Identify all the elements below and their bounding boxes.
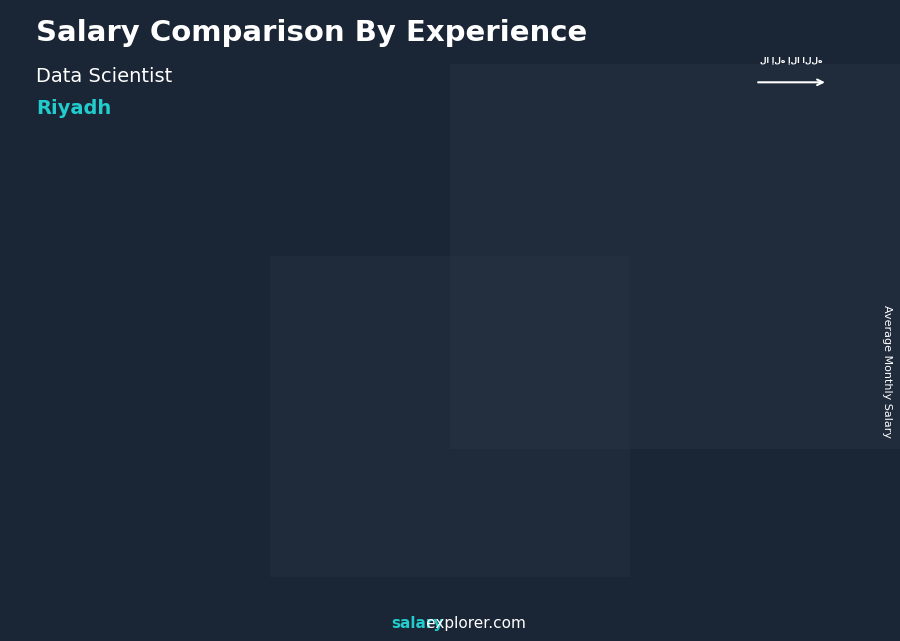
Text: Data Scientist: Data Scientist [36,67,172,87]
Text: 33,600 SAR: 33,600 SAR [441,270,526,285]
Bar [270,256,630,577]
Bar [203,403,271,558]
Bar [333,127,400,344]
Text: +20%: +20% [398,248,466,268]
Text: لا إله إلا الله: لا إله إلا الله [760,55,823,64]
Text: 27,900 SAR: 27,900 SAR [311,314,397,329]
Text: +9%: +9% [536,230,589,250]
Text: 15,300 SAR: 15,300 SAR [19,410,104,425]
Bar [333,341,400,558]
Text: salary: salary [392,617,444,631]
Bar [593,275,661,558]
Bar [203,251,271,405]
Text: Salary Comparison By Experience: Salary Comparison By Experience [36,19,587,47]
Text: +40%: +40% [268,285,336,304]
Bar [265,403,271,558]
Text: 39,300 SAR: 39,300 SAR [721,226,806,241]
Bar [464,39,531,300]
Bar [394,341,400,558]
Text: +31%: +31% [139,351,206,370]
Bar [723,0,790,256]
Bar [784,253,790,558]
Text: explorer.com: explorer.com [392,617,526,631]
Text: Riyadh: Riyadh [36,99,112,119]
Bar [450,64,900,449]
Bar [464,297,531,558]
Bar [653,275,661,558]
Bar [593,0,661,278]
Text: Average Monthly Salary: Average Monthly Salary [881,305,892,438]
Text: 36,400 SAR: 36,400 SAR [572,248,656,263]
Bar [74,321,141,440]
Bar [74,439,141,558]
Text: 19,900 SAR: 19,900 SAR [182,376,267,392]
Text: +8%: +8% [665,212,718,231]
Bar [723,253,790,558]
Bar [134,439,141,558]
Bar [524,297,531,558]
